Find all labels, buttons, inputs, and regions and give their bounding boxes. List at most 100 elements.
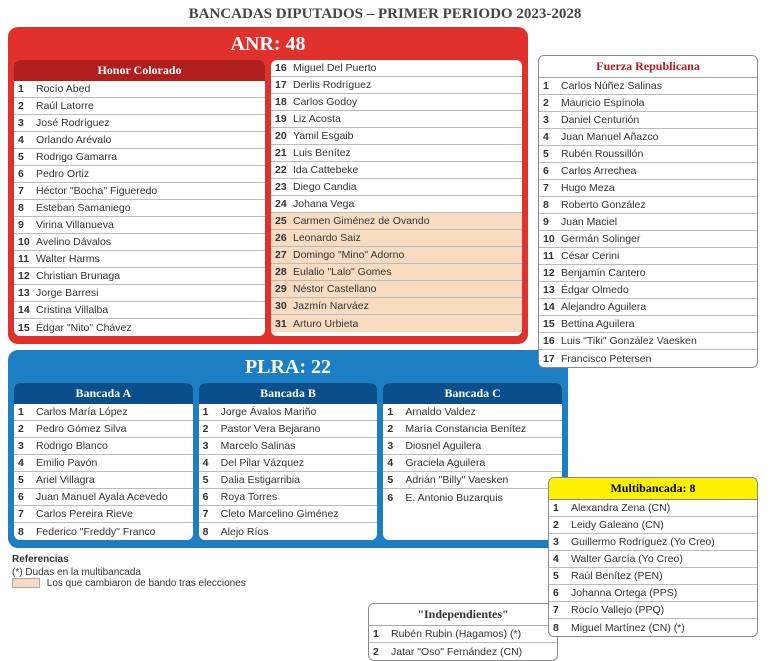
member-row: 15Bettina Aguilera [539,316,757,333]
member-number: 5 [543,148,561,160]
member-row: 3José Rodríguez [14,115,265,132]
member-number: 12 [18,270,36,282]
member-row: 8Esteban Samaniego [14,200,265,217]
member-row: 14Cristina Villalba [14,302,265,319]
member-row: 31Arturo Urbieta [271,315,522,332]
member-row: 5Adrián "Billy" Vaesken [383,472,562,489]
member-row: 25Carmen Giménez de Ovando [271,213,522,230]
member-number: 10 [18,236,36,248]
member-number: 13 [18,287,36,299]
member-row: 6Pedro Ortiz [14,166,265,183]
member-number: 8 [18,202,36,214]
member-row: 5Raúl Benítez (PEN) [549,568,757,585]
member-name: Luis "Tiki" González Vaesken [561,335,753,347]
member-name: Rodrigo Gamarra [36,151,261,163]
member-name: Arturo Urbieta [293,318,518,330]
member-name: Carlos Núñez Salinas [561,80,753,92]
member-row: 1Rubén Rubin (Hagamos) (*) [369,626,557,643]
member-row: 10Germán Solinger [539,231,757,248]
member-name: Cristina Villalba [36,304,261,316]
member-number: 6 [387,492,405,504]
member-number: 14 [543,301,561,313]
member-name: Esteban Samaniego [36,202,261,214]
member-name: César Cerini [561,250,753,262]
member-number: 1 [18,83,36,95]
member-row: 6Juan Manuel Ayala Acevedo [14,489,193,506]
member-row: 7Rocío Vallejo (PPQ) [549,602,757,619]
member-name: Arnaldo Valdez [405,406,558,418]
member-number: 11 [18,253,36,265]
member-name: Germán Solinger [561,233,753,245]
member-number: 20 [275,130,293,142]
member-name: Pedro Gómez Silva [36,423,189,435]
member-number: 1 [203,406,221,418]
member-row: 7Héctor "Bocha" Figueredo [14,183,265,200]
member-number: 15 [18,322,36,334]
member-name: Édgar Olmedo [561,284,753,296]
indep-list: 1Rubén Rubin (Hagamos) (*)2Jatar "Oso" F… [369,626,557,660]
honor-colorado-col1: Honor Colorado 1Rocío Abed2Raúl Latorre3… [14,60,265,336]
member-row: 11Walter Harms [14,251,265,268]
page-title: BANCADAS DIPUTADOS – PRIMER PERIODO 2023… [0,0,770,27]
member-row: 2Mauricio Espínola [539,95,757,112]
member-number: 16 [543,335,561,347]
member-name: Derlis Rodríguez [293,79,518,91]
member-row: 5Ariel Villagra [14,472,193,489]
independientes-panel: "Independientes" 1Rubén Rubin (Hagamos) … [368,603,558,661]
member-name: Juan Maciel [561,216,753,228]
member-number: 5 [203,474,221,486]
member-name: Graciela Aguilera [405,457,558,469]
member-name: Jazmín Narváez [293,300,518,312]
member-name: E. Antonio Buzarquis [405,492,558,504]
member-number: 3 [543,114,561,126]
member-row: 6E. Antonio Buzarquis [383,489,562,506]
member-row: 1Jorge Ávalos Mariño [199,404,378,421]
member-name: Raúl Benítez (PEN) [571,570,753,582]
member-number: 11 [543,250,561,262]
member-number: 4 [543,131,561,143]
member-number: 2 [18,423,36,435]
member-name: Carmen Giménez de Ovando [293,215,518,227]
member-row: 1Arnaldo Valdez [383,404,562,421]
member-row: 27Domingo "Mino" Adorno [271,247,522,264]
member-number: 1 [373,628,391,640]
member-row: 26Leonardo Saiz [271,230,522,247]
member-name: Federico "Freddy" Franco [36,526,189,538]
member-number: 4 [203,457,221,469]
member-name: Eulalio "Lalo" Gomes [293,266,518,278]
member-number: 3 [387,440,405,452]
member-name: Roya Torres [221,491,374,503]
member-row: 4Juan Manuel Añazco [539,129,757,146]
member-row: 8Miguel Martínez (CN) (*) [549,619,757,636]
member-row: 18Carlos Godoy [271,94,522,111]
member-number: 10 [543,233,561,245]
member-row: 13Jorge Barresi [14,285,265,302]
member-row: 9Virina Villanueva [14,217,265,234]
member-row: 7Carlos Pereira Rieve [14,506,193,523]
bc-list: 1Arnaldo Valdez2María Constancia Benítez… [383,404,562,506]
member-row: 3Daniel Centurión [539,112,757,129]
member-row: 3Guillermo Rodríguez (Yo Creo) [549,534,757,551]
member-name: Rocío Abed [36,83,261,95]
bancada-a-title: Bancada A [14,383,193,404]
fuerza-republicana-panel: Fuerza Republicana 1Carlos Núñez Salinas… [538,55,758,368]
member-row: 2María Constancia Benítez [383,421,562,438]
plra-panel: PLRA: 22 Bancada A 1Carlos María López2P… [8,350,568,548]
member-name: Pastor Vera Bejarano [221,423,374,435]
member-number: 25 [275,215,293,227]
plra-header: PLRA: 22 [14,354,562,383]
member-number: 6 [203,491,221,503]
member-number: 24 [275,198,293,210]
member-name: Christian Brunaga [36,270,261,282]
member-name: Bettina Aguilera [561,318,753,330]
member-number: 8 [203,526,221,538]
member-name: Carlos Arrechea [561,165,753,177]
anr-header: ANR: 48 [14,31,522,60]
member-number: 7 [543,182,561,194]
member-row: 15Édgar "Nito" Chávez [14,319,265,336]
member-name: Jorge Barresi [36,287,261,299]
member-row: 9Juan Maciel [539,214,757,231]
hc-list-1: 1Rocío Abed2Raúl Latorre3José Rodríguez4… [14,81,265,336]
highlight-swatch [12,578,40,588]
member-number: 9 [18,219,36,231]
